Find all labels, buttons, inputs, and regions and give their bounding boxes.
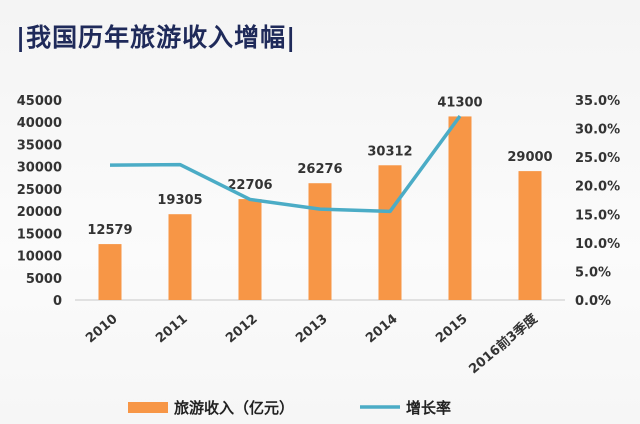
y-right-tick-label: 25.0% [575, 151, 620, 166]
y-left-tick-label: 10000 [17, 250, 62, 265]
x-tick-label: 2011 [153, 312, 190, 347]
legend-swatch-bar [128, 402, 168, 413]
growth-rate-line [109, 114, 462, 214]
y-right-tick-label: 15.0% [575, 208, 620, 223]
y-left-tick-label: 20000 [17, 205, 62, 220]
bar [518, 171, 542, 300]
bar [308, 183, 332, 300]
data-label: 26276 [297, 162, 342, 177]
data-label: 41300 [437, 95, 482, 110]
y-left-tick-label: 0 [53, 294, 62, 309]
x-tick-label: 2014 [363, 312, 400, 347]
y-left-tick-label: 25000 [17, 183, 62, 198]
y-left-tick-label: 45000 [17, 94, 62, 109]
y-left-tick-label: 30000 [17, 161, 62, 176]
legend-label: 增长率 [406, 399, 451, 417]
y-right-tick-label: 20.0% [575, 180, 620, 195]
x-tick-label: 2012 [223, 312, 260, 347]
bar [98, 244, 122, 300]
bar [378, 165, 402, 300]
y-left-tick-label: 35000 [17, 138, 62, 153]
bar [448, 116, 472, 300]
y-right-tick-label: 35.0% [575, 94, 620, 109]
y-right-tick-label: 5.0% [575, 265, 611, 280]
x-tick-label: 2013 [293, 312, 330, 347]
data-label: 12579 [87, 223, 132, 238]
y-left-tick-label: 15000 [17, 227, 62, 242]
legend-label: 旅游收入（亿元） [174, 399, 294, 417]
x-tick-label: 2015 [433, 312, 470, 347]
data-label: 30312 [367, 144, 412, 159]
data-label: 19305 [157, 193, 202, 208]
x-tick-label: 2010 [83, 312, 120, 347]
chart-title: |我国历年旅游收入增幅| [16, 23, 297, 52]
y-left-tick-label: 5000 [26, 272, 62, 287]
y-left-tick-label: 40000 [17, 116, 62, 131]
x-tick-label: 2016前3季度 [466, 310, 542, 377]
y-right-tick-label: 0.0% [575, 294, 611, 309]
data-label: 22706 [227, 178, 272, 193]
y-right-tick-label: 10.0% [575, 237, 620, 252]
bar [168, 214, 192, 300]
data-label: 29000 [507, 150, 552, 165]
y-right-tick-label: 30.0% [575, 123, 620, 138]
bar [238, 199, 262, 300]
